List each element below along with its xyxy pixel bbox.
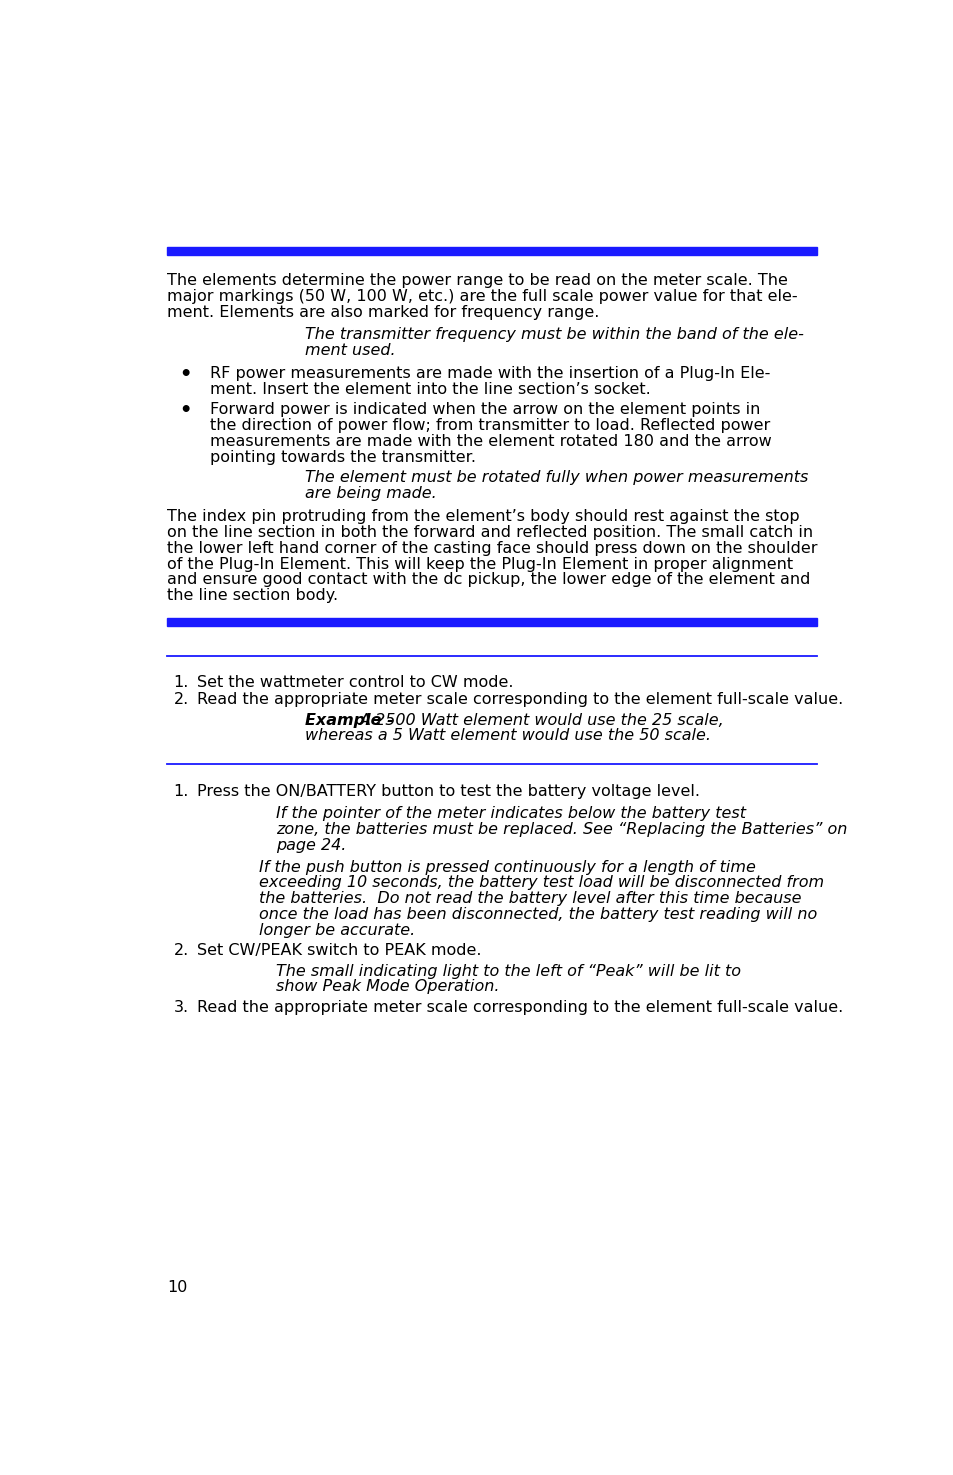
Text: 1.: 1.	[173, 674, 189, 690]
Text: measurements are made with the element rotated 180 and the arrow: measurements are made with the element r…	[210, 434, 771, 448]
Text: Set CW/PEAK switch to PEAK mode.: Set CW/PEAK switch to PEAK mode.	[196, 943, 480, 959]
Text: The element must be rotated fully when power measurements: The element must be rotated fully when p…	[305, 471, 808, 485]
Text: The index pin protruding from the element’s body should rest against the stop: The index pin protruding from the elemen…	[167, 509, 799, 524]
Text: whereas a 5 Watt element would use the 50 scale.: whereas a 5 Watt element would use the 5…	[305, 729, 711, 743]
Text: exceeding 10 seconds, the battery test load will be disconnected from: exceeding 10 seconds, the battery test l…	[258, 875, 823, 891]
Text: longer be accurate.: longer be accurate.	[258, 923, 415, 938]
Bar	[167, 618, 816, 625]
Text: Set the wattmeter control to CW mode.: Set the wattmeter control to CW mode.	[196, 674, 513, 690]
Text: once the load has been disconnected, the battery test reading will no: once the load has been disconnected, the…	[258, 907, 816, 922]
Text: the line section body.: the line section body.	[167, 589, 338, 603]
Text: 2.: 2.	[173, 943, 189, 959]
Text: are being made.: are being made.	[305, 485, 436, 502]
Text: zone, the batteries must be replaced. See “Replacing the Batteries” on: zone, the batteries must be replaced. Se…	[275, 822, 846, 836]
Text: If the pointer of the meter indicates below the battery test: If the pointer of the meter indicates be…	[275, 807, 745, 822]
Text: RF power measurements are made with the insertion of a Plug-In Ele-: RF power measurements are made with the …	[210, 366, 769, 381]
Text: Example -: Example -	[305, 712, 394, 727]
Text: ment. Insert the element into the line section’s socket.: ment. Insert the element into the line s…	[210, 382, 650, 397]
Text: Forward power is indicated when the arrow on the element points in: Forward power is indicated when the arro…	[210, 403, 760, 417]
Text: pointing towards the transmitter.: pointing towards the transmitter.	[210, 450, 476, 465]
Text: on the line section in both the forward and reflected position. The small catch : on the line section in both the forward …	[167, 525, 813, 540]
Text: A 2500 Watt element would use the 25 scale,: A 2500 Watt element would use the 25 sca…	[360, 712, 724, 727]
Text: Press the ON/BATTERY button to test the battery voltage level.: Press the ON/BATTERY button to test the …	[196, 785, 699, 799]
Text: the direction of power flow; from transmitter to load. Reflected power: the direction of power flow; from transm…	[210, 417, 769, 434]
Text: If the push button is pressed continuously for a length of time: If the push button is pressed continuous…	[258, 860, 755, 875]
Text: The transmitter frequency must be within the band of the ele-: The transmitter frequency must be within…	[305, 327, 803, 342]
Text: and ensure good contact with the dc pickup, the lower edge of the element and: and ensure good contact with the dc pick…	[167, 572, 810, 587]
Text: The small indicating light to the left of “Peak” will be lit to: The small indicating light to the left o…	[275, 963, 740, 978]
Text: ment used.: ment used.	[305, 342, 395, 357]
Text: Read the appropriate meter scale corresponding to the element full-scale value.: Read the appropriate meter scale corresp…	[196, 1000, 842, 1015]
Text: •: •	[179, 366, 192, 385]
Text: of the Plug-In Element. This will keep the Plug-In Element in proper alignment: of the Plug-In Element. This will keep t…	[167, 556, 793, 572]
Text: page 24.: page 24.	[275, 838, 346, 853]
Text: the lower left hand corner of the casting face should press down on the shoulder: the lower left hand corner of the castin…	[167, 541, 817, 556]
Text: ment. Elements are also marked for frequency range.: ment. Elements are also marked for frequ…	[167, 305, 599, 320]
Text: 10: 10	[167, 1280, 188, 1295]
Bar	[167, 248, 816, 255]
Text: 3.: 3.	[173, 1000, 189, 1015]
Text: major markings (50 W, 100 W, etc.) are the full scale power value for that ele-: major markings (50 W, 100 W, etc.) are t…	[167, 289, 797, 304]
Text: •: •	[179, 401, 192, 420]
Text: Read the appropriate meter scale corresponding to the element full-scale value.: Read the appropriate meter scale corresp…	[196, 692, 842, 707]
Text: 2.: 2.	[173, 692, 189, 707]
Text: 1.: 1.	[173, 785, 189, 799]
Text: the batteries.  Do not read the battery level after this time because: the batteries. Do not read the battery l…	[258, 891, 801, 906]
Text: The elements determine the power range to be read on the meter scale. The: The elements determine the power range t…	[167, 273, 787, 288]
Text: show Peak Mode Operation.: show Peak Mode Operation.	[275, 979, 498, 994]
